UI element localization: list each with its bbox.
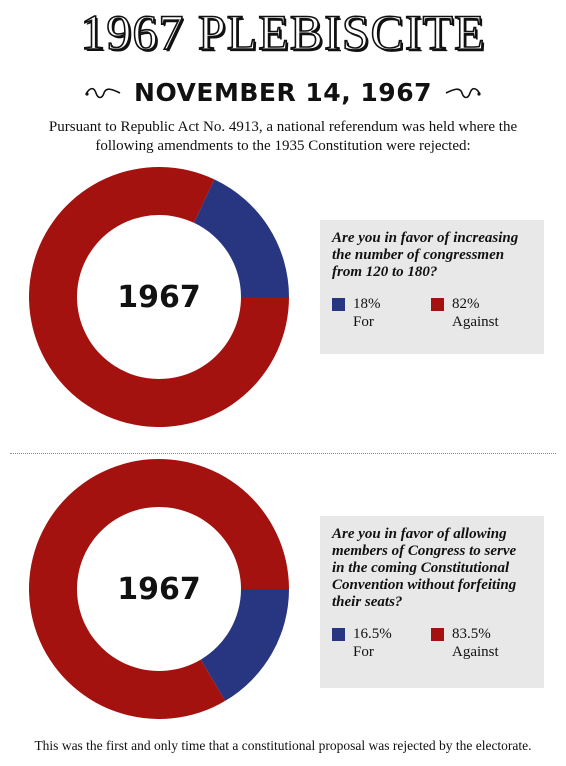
donut-chart-1-svg — [29, 167, 290, 427]
donut-slice-against — [29, 167, 290, 427]
date-row: NOVEMBER 14, 1967 — [0, 78, 566, 107]
donut-chart-1-center-label: 1967 — [117, 279, 201, 315]
for-swatch — [332, 298, 345, 311]
donut-chart-1: 1967 — [28, 166, 290, 428]
legend-2-against: 83.5% Against — [431, 625, 530, 661]
legend-2-against-label: Against — [452, 644, 499, 660]
legend-1-against-label: Against — [452, 314, 499, 330]
question-1-text: Are you in favor of increasing the numbe… — [332, 230, 519, 280]
donut-chart-2: 1967 — [28, 458, 290, 720]
dotted-separator — [10, 453, 556, 454]
legend-1-for-label: For — [353, 314, 374, 330]
donut-slice-for — [193, 179, 289, 297]
legend-1-against: 82% Against — [431, 295, 530, 331]
donut-chart-2-svg — [28, 459, 289, 719]
right-swirl-ornament-icon — [445, 87, 481, 98]
for-swatch — [332, 628, 345, 641]
left-swirl-ornament-icon — [85, 87, 121, 98]
event-date: NOVEMBER 14, 1967 — [134, 78, 432, 107]
donut-slice-for — [200, 589, 289, 701]
legend-1: 18% For 82% Against — [332, 295, 530, 331]
legend-2-against-percent: 83.5% — [452, 626, 491, 642]
question-2-text: Are you in favor of allowing members of … — [332, 526, 517, 610]
legend-1-against-percent: 82% — [452, 296, 480, 312]
question-panel-2: Are you in favor of allowing members of … — [320, 516, 544, 688]
intro-text: Pursuant to Republic Act No. 4913, a nat… — [48, 119, 518, 154]
question-panel-1: Are you in favor of increasing the numbe… — [320, 220, 544, 354]
legend-2-for-percent: 16.5% — [353, 626, 392, 642]
legend-1-for: 18% For — [332, 295, 431, 331]
page-title: 1967 PLEBISCITE — [80, 3, 486, 61]
legend-1-for-percent: 18% — [353, 296, 381, 312]
legend-2-for: 16.5% For — [332, 625, 431, 661]
donut-slice-against — [28, 459, 289, 719]
footer-note: This was the first and only time that a … — [34, 738, 532, 753]
against-swatch — [431, 628, 444, 641]
legend-2: 16.5% For 83.5% Against — [332, 625, 530, 661]
against-swatch — [431, 298, 444, 311]
legend-2-for-label: For — [353, 644, 374, 660]
donut-chart-2-center-label: 1967 — [117, 571, 201, 607]
